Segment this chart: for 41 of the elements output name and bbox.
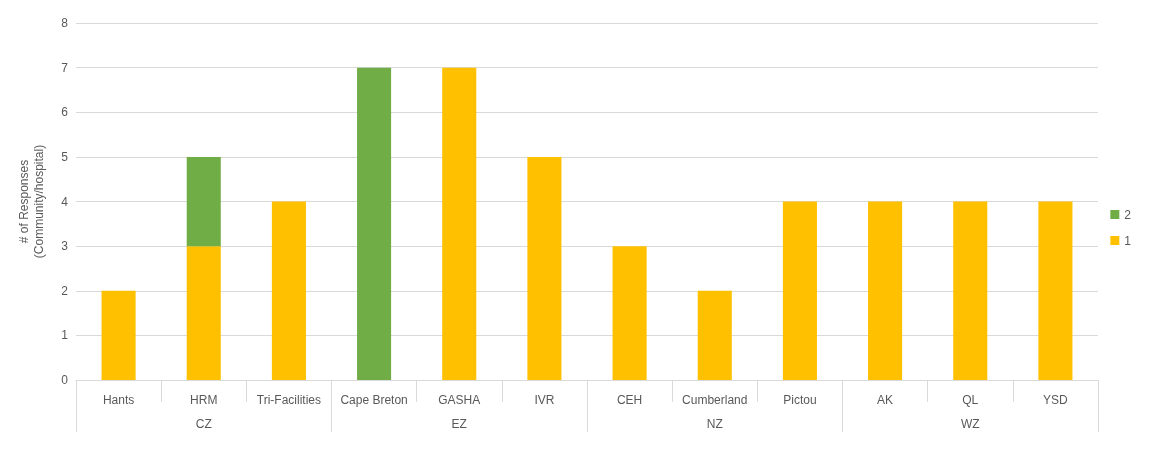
y-tick-label: 1 [61, 328, 69, 343]
x-tick-label: YSD [1043, 393, 1069, 407]
x-tick-label: CEH [616, 393, 643, 407]
bar [1038, 201, 1073, 380]
y-tick-label: 2 [61, 283, 69, 298]
y-tick-label: 5 [61, 149, 69, 164]
x-tick-label: GASHA [438, 393, 481, 407]
bar [442, 67, 477, 380]
legend-label: 2 [1124, 207, 1132, 222]
bar [186, 246, 221, 380]
x-tick-label: Hants [102, 393, 135, 407]
text: CZ [195, 417, 212, 431]
bar [357, 67, 392, 380]
x-tick-label: IVR [534, 393, 555, 407]
bar [101, 290, 136, 380]
text: EZ [451, 417, 467, 431]
bar [697, 290, 732, 380]
y-tick-label: 6 [61, 105, 69, 120]
text: WZ [960, 417, 980, 431]
text: NZ [706, 417, 723, 431]
bar [782, 201, 817, 380]
bar [953, 201, 988, 380]
bar [868, 201, 903, 380]
x-tick-label: Cape Breton [340, 393, 408, 407]
x-tick-label: Cumberland [682, 393, 748, 407]
y-tick-label: 7 [61, 60, 69, 75]
x-tick-label: Pictou [783, 393, 817, 407]
bar [186, 156, 221, 247]
x-tick-label: AK [877, 393, 894, 407]
legend-label: 1 [1124, 233, 1132, 248]
x-tick-label: Tri-Facilities [256, 393, 322, 407]
y-tick-label: 8 [61, 16, 69, 30]
y-tick-label: 4 [61, 194, 69, 209]
x-tick-label: HRM [190, 393, 218, 407]
bar [271, 201, 306, 380]
y-axis-title: # of Responses (Community/hospital) [16, 144, 46, 259]
bar [612, 246, 647, 380]
bar [527, 156, 562, 380]
x-tick-label: QL [962, 393, 979, 407]
y-tick-label: 3 [61, 239, 69, 254]
y-tick-label: 0 [61, 373, 69, 387]
